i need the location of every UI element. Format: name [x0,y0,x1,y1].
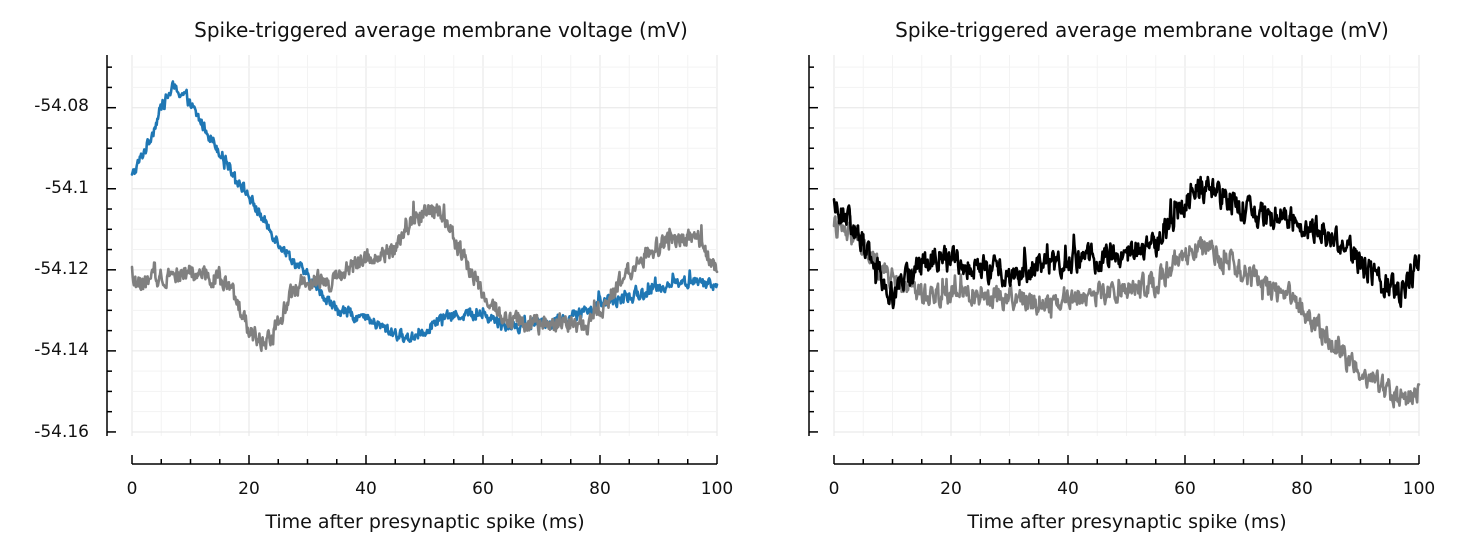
panel-left-title: Spike-triggered average membrane voltage… [194,18,688,42]
panel-right-grid [833,55,1420,436]
panel-right-x-tick-label: 60 [1174,479,1196,499]
panel-right-x-tick-label: 0 [829,479,840,499]
panel-right-x-tick-label: 80 [1291,479,1313,499]
panel-left-y-tick-label: -54.12 [34,259,89,279]
panel-right-x-tick-labels: 0 20 40 60 80 100 [829,479,1436,499]
panel-left-x-tick-label: 100 [701,479,733,499]
panel-left-y-tick-labels: -54.08 -54.1 -54.12 -54.14 -54.16 [34,96,89,442]
panel-right: Spike-triggered average membrane voltage… [808,18,1436,533]
panel-left-y-tick-label: -54.1 [45,178,89,198]
panel-right-series [832,175,1421,409]
panel-left-x-tick-label: 20 [238,479,260,499]
panel-right-x-tick-label: 20 [940,479,962,499]
panel-left-x-axis-label: Time after presynaptic spike (ms) [264,511,584,533]
panel-left-series [130,80,719,353]
panel-right-x-tick-label: 100 [1403,479,1435,499]
series-line-black [832,175,1421,310]
panel-left: Spike-triggered average membrane voltage… [34,18,733,533]
series-line-blue [130,80,719,344]
panel-right-x-axis-label: Time after presynaptic spike (ms) [966,511,1286,533]
panel-left-y-tick-label: -54.14 [34,340,89,360]
panel-right-ticks [809,66,1420,464]
panel-left-ticks [107,66,718,464]
panel-left-y-tick-label: -54.08 [34,96,89,116]
panel-left-x-tick-labels: 0 20 40 60 80 100 [127,479,734,499]
panel-left-x-tick-label: 40 [355,479,377,499]
panel-right-x-tick-label: 40 [1057,479,1079,499]
panel-right-title: Spike-triggered average membrane voltage… [895,18,1389,42]
panel-left-x-tick-label: 0 [127,479,138,499]
panel-left-x-tick-label: 80 [589,479,611,499]
series-line-gray [130,200,719,353]
series-line-gray [832,214,1421,409]
panel-left-grid [131,55,718,436]
panel-left-y-tick-label: -54.16 [34,422,89,442]
panel-left-x-tick-label: 60 [472,479,494,499]
